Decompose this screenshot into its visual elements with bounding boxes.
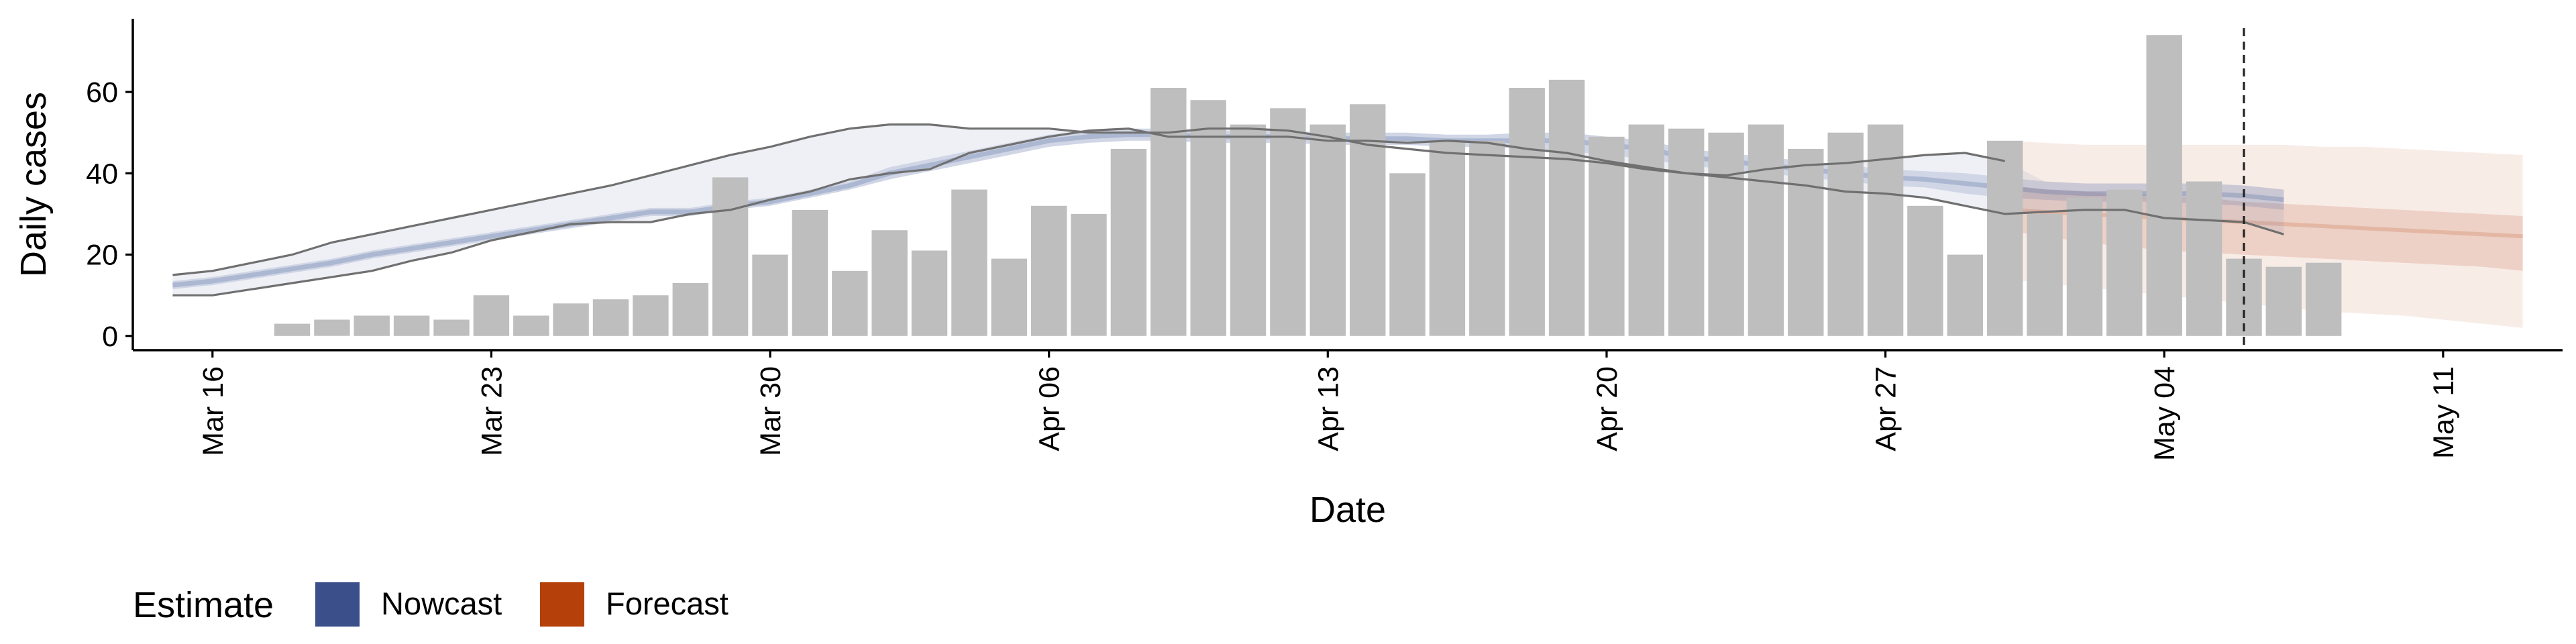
case-bar xyxy=(1110,149,1147,336)
case-bar xyxy=(274,323,311,336)
case-bar xyxy=(951,189,987,336)
legend-swatch xyxy=(540,582,584,627)
estimate-lines xyxy=(172,28,2284,349)
case-bar xyxy=(473,295,510,336)
legend-label: Nowcast xyxy=(381,586,502,621)
case-bar xyxy=(1867,124,1904,336)
case-bar xyxy=(1230,124,1267,336)
case-bar xyxy=(911,250,948,336)
y-tick-label: 0 xyxy=(102,321,118,353)
case-bar xyxy=(1031,205,1067,336)
case-bar xyxy=(792,209,828,336)
x-axis-title: Date xyxy=(1309,490,1386,530)
case-bar xyxy=(2306,262,2342,336)
case-bar xyxy=(1788,149,1824,336)
legend-title: Estimate xyxy=(133,585,274,625)
axes: 0 20 40 60 Mar 16 Mar 23 Mar 30 Apr 06 Apr 13 Apr… xyxy=(13,19,2563,530)
case-bar xyxy=(1429,140,1466,336)
case-bar xyxy=(2146,35,2182,336)
case-bar xyxy=(433,319,470,336)
legend: Estimate Nowcast Forecast xyxy=(133,582,729,627)
x-tick-label: Mar 23 xyxy=(476,366,508,456)
y-tick-label: 20 xyxy=(86,239,118,272)
case-bar xyxy=(354,315,390,336)
case-bar xyxy=(712,177,749,336)
case-bar xyxy=(1190,100,1226,336)
case-bar xyxy=(1389,173,1426,336)
y-tick-label: 40 xyxy=(86,158,118,190)
x-tick-label: Apr 06 xyxy=(1034,366,1066,451)
case-bar xyxy=(393,315,430,336)
case-bar xyxy=(752,254,788,336)
case-bar xyxy=(832,270,868,336)
nowcast-lower-line xyxy=(172,127,2284,297)
case-bar xyxy=(1469,140,1505,336)
case-bar xyxy=(1071,213,1107,336)
x-tick-label: Mar 16 xyxy=(197,366,229,456)
case-bar xyxy=(1827,132,1864,336)
case-bar xyxy=(1589,136,1625,336)
case-bar xyxy=(1548,79,1585,336)
case-bar xyxy=(513,315,549,336)
case-bar xyxy=(1748,124,1784,336)
case-bar xyxy=(1708,132,1744,336)
case-bar xyxy=(871,230,908,336)
case-bar xyxy=(1309,124,1346,336)
case-bar xyxy=(1947,254,1983,336)
x-tick-label: May 11 xyxy=(2428,366,2460,459)
case-bar xyxy=(1350,104,1386,336)
x-tick-label: Apr 20 xyxy=(1591,366,1623,451)
case-bar xyxy=(592,299,629,336)
case-bars xyxy=(274,35,2342,336)
case-bar xyxy=(553,303,589,336)
x-tick-label: Mar 30 xyxy=(755,366,787,456)
case-bar xyxy=(1987,140,2023,336)
case-bar xyxy=(672,283,708,336)
x-tick-label: May 04 xyxy=(2149,366,2181,461)
case-bar xyxy=(1270,108,1306,336)
case-bar xyxy=(2265,266,2302,336)
case-bar xyxy=(2186,181,2222,336)
case-bar xyxy=(2066,197,2103,336)
legend-label: Forecast xyxy=(606,586,729,621)
case-bar xyxy=(314,319,350,336)
case-bar xyxy=(1628,124,1664,336)
case-bar xyxy=(633,295,669,336)
x-tick-label: Apr 13 xyxy=(1312,366,1344,451)
case-bar xyxy=(2027,213,2063,336)
y-tick-label: 60 xyxy=(86,76,118,109)
case-bar xyxy=(1150,88,1187,336)
legend-swatch xyxy=(315,582,360,627)
case-bar xyxy=(1907,205,1943,336)
x-tick-label: Apr 27 xyxy=(1870,366,1902,451)
y-axis-title: Daily cases xyxy=(13,92,54,277)
case-bar xyxy=(2106,189,2143,336)
case-bar xyxy=(1509,88,1545,336)
case-bar xyxy=(991,258,1027,336)
case-bar xyxy=(1668,128,1705,336)
